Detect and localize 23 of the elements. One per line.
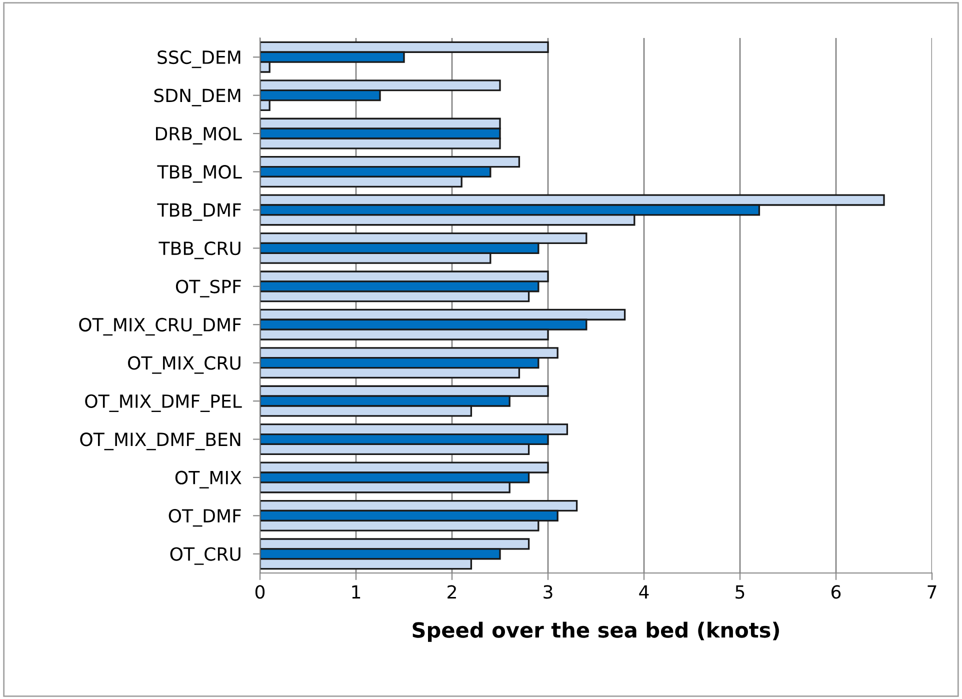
y-tick-label: OT_MIX_CRU_DMF — [79, 318, 241, 336]
x-tick-label: 2 — [448, 585, 456, 599]
y-tick-label: TBB_MOL — [157, 165, 242, 183]
y-tick-label: DRB_MOL — [156, 126, 242, 144]
y-tick-label: OT_SPF — [176, 280, 241, 298]
x-tick-label: 7 — [928, 585, 936, 599]
x-tick-label: 3 — [544, 585, 552, 599]
x-tick-label: 1 — [352, 585, 360, 599]
x-tick-label: 6 — [832, 585, 841, 599]
y-tick-label: TBB_DMF — [157, 203, 241, 221]
y-tick-label: OT_MIX — [175, 470, 242, 488]
y-tick-label: SDN_DEM — [154, 88, 240, 106]
y-tick-label: OT_MIX_DMF_BEN — [80, 432, 240, 450]
x-tick-label: 5 — [736, 585, 744, 599]
x-tick-label: 4 — [639, 585, 649, 599]
y-tick-label: OT_MIX_CRU — [128, 356, 240, 374]
y-tick-label: TBB_CRU — [158, 241, 240, 260]
y-tick-label: OT_DMF — [168, 508, 241, 527]
y-tick-label: SSC_DEM — [158, 50, 240, 68]
x-axis-title: Speed over the sea bed (knots) — [412, 622, 779, 642]
x-tick-label: 0 — [255, 585, 265, 599]
y-tick-label: OT_CRU — [170, 547, 240, 565]
y-tick-label: OT_MIX_DMF_PEL — [85, 394, 242, 412]
